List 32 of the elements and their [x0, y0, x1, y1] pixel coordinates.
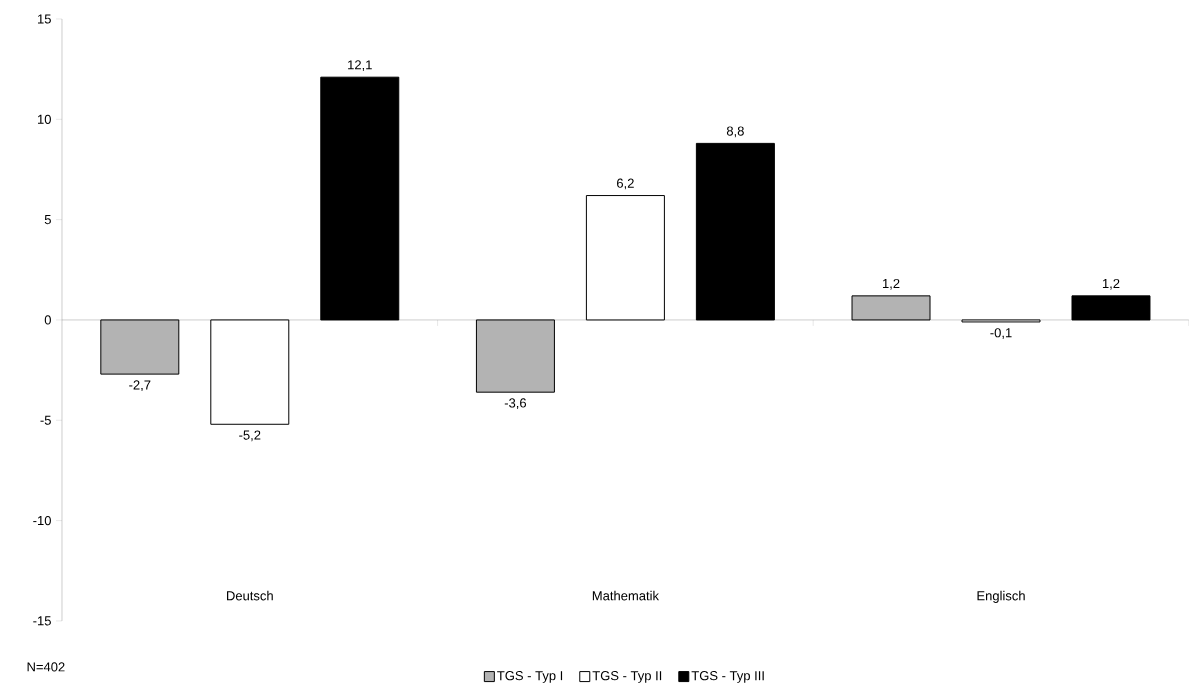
legend-label: TGS - Typ III	[691, 671, 764, 683]
y-tick-label: -10	[33, 515, 51, 526]
y-tick-label: 0	[44, 315, 51, 325]
y-tick-label: -15	[33, 616, 51, 626]
data-label: -5,2	[239, 430, 261, 442]
data-label: 8,8	[726, 126, 744, 138]
bar	[320, 76, 400, 321]
legend-label: TGS - Typ I	[497, 671, 563, 683]
x-tick-label: Deutsch	[227, 590, 273, 601]
x-tick-label: Mathematik	[592, 590, 659, 601]
y-tick-label: 5	[44, 215, 51, 225]
bar	[1071, 295, 1151, 321]
data-label: 1,2	[882, 278, 900, 290]
bar	[961, 319, 1041, 323]
data-label: 12,1	[348, 60, 372, 71]
data-label: -2,7	[129, 380, 151, 392]
x-tick-label: Englisch	[977, 590, 1025, 603]
data-label: -3,6	[504, 398, 527, 410]
bar	[210, 319, 290, 425]
bar	[100, 319, 180, 375]
data-label: -0,1	[990, 328, 1012, 339]
y-tick-label: -5	[40, 415, 51, 425]
data-label: 6,2	[617, 178, 634, 190]
bar	[585, 195, 665, 321]
bar	[851, 295, 931, 321]
legend-label: TGS - Typ II	[592, 671, 662, 683]
bar	[475, 319, 555, 393]
data-label: 1,2	[1102, 278, 1120, 290]
bar	[695, 142, 775, 321]
y-tick-label: 15	[37, 14, 51, 24]
text: N=402	[27, 662, 65, 672]
y-tick-label: 10	[37, 114, 51, 124]
